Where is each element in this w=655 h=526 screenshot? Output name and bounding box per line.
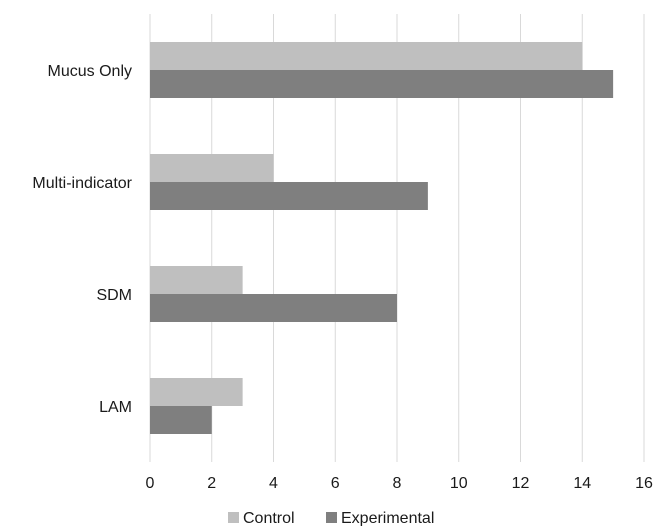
legend: Control Experimental bbox=[228, 510, 434, 526]
x-tick-label: 16 bbox=[635, 475, 653, 492]
bar-control-sdm bbox=[150, 266, 243, 294]
bar-experimental-mucus-only bbox=[150, 70, 614, 98]
legend-label-experimental: Experimental bbox=[341, 510, 434, 526]
category-label: Multi-indicator bbox=[32, 175, 132, 192]
category-labels: Mucus Only Multi-indicator SDM LAM bbox=[32, 63, 132, 416]
legend-swatch-control bbox=[228, 512, 239, 523]
x-axis-tick-labels: 0 2 4 6 8 10 12 14 16 bbox=[146, 475, 653, 492]
x-tick-label: 10 bbox=[450, 475, 468, 492]
bar-experimental-multi-indicator bbox=[150, 182, 428, 210]
category-label: LAM bbox=[99, 399, 132, 416]
legend-label-control: Control bbox=[243, 510, 295, 526]
x-tick-label: 12 bbox=[512, 475, 530, 492]
bar-experimental-lam bbox=[150, 406, 212, 434]
x-tick-label: 6 bbox=[331, 475, 340, 492]
bar-control-mucus-only bbox=[150, 42, 583, 70]
bar-control-lam bbox=[150, 378, 243, 406]
bar-control-multi-indicator bbox=[150, 154, 274, 182]
bars bbox=[150, 42, 614, 434]
x-tick-label: 8 bbox=[393, 475, 402, 492]
category-label: Mucus Only bbox=[48, 63, 132, 80]
x-tick-label: 4 bbox=[269, 475, 278, 492]
bar-experimental-sdm bbox=[150, 294, 397, 322]
legend-swatch-experimental bbox=[326, 512, 337, 523]
x-tick-label: 2 bbox=[207, 475, 216, 492]
category-label: SDM bbox=[96, 287, 132, 304]
x-tick-label: 0 bbox=[146, 475, 155, 492]
x-tick-label: 14 bbox=[573, 475, 591, 492]
